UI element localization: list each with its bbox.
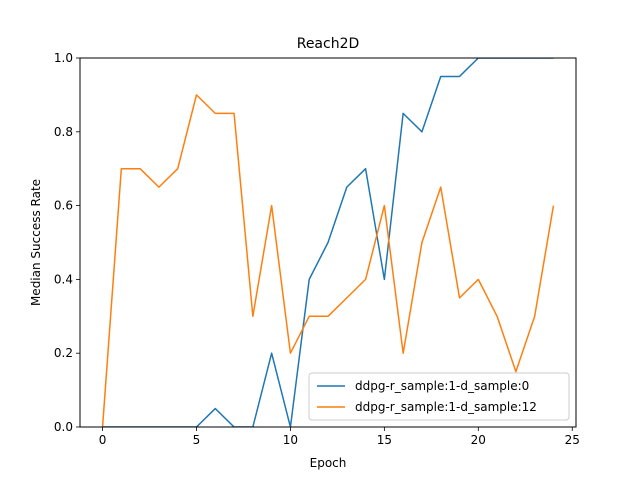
plot-frame	[79, 57, 577, 428]
legend-label-series-0: ddpg-r_sample:1-d_sample:0	[355, 379, 529, 393]
legend: ddpg-r_sample:1-d_sample:0 ddpg-r_sample…	[308, 372, 570, 421]
x-tick-label: 25	[565, 433, 580, 447]
chart-title: Reach2D	[297, 36, 360, 52]
y-tick-label: 0.8	[54, 125, 73, 139]
legend-label-series-1: ddpg-r_sample:1-d_sample:12	[355, 400, 537, 414]
x-axis: 0 5 10 15 20 25	[99, 427, 580, 447]
legend-box	[308, 372, 570, 421]
series-layer	[101, 58, 555, 427]
x-tick-label: 10	[283, 433, 298, 447]
x-axis-label: Epoch	[310, 456, 347, 470]
y-tick-label: 1.0	[54, 51, 73, 65]
series-line-1	[101, 94, 555, 427]
y-axis: 0.0 0.2 0.4 0.6 0.8 1.0	[54, 51, 80, 434]
y-tick-label: 0.6	[54, 199, 73, 213]
y-axis-label: Median Success Rate	[29, 179, 43, 306]
y-tick-label: 0.2	[54, 346, 73, 360]
x-tick-label: 0	[99, 433, 107, 447]
series-line-0	[102, 58, 554, 427]
y-tick-label: 0.0	[54, 420, 73, 434]
y-tick-label: 0.4	[54, 272, 73, 286]
x-tick-label: 20	[471, 433, 486, 447]
x-tick-label: 15	[377, 433, 392, 447]
x-tick-label: 5	[193, 433, 201, 447]
